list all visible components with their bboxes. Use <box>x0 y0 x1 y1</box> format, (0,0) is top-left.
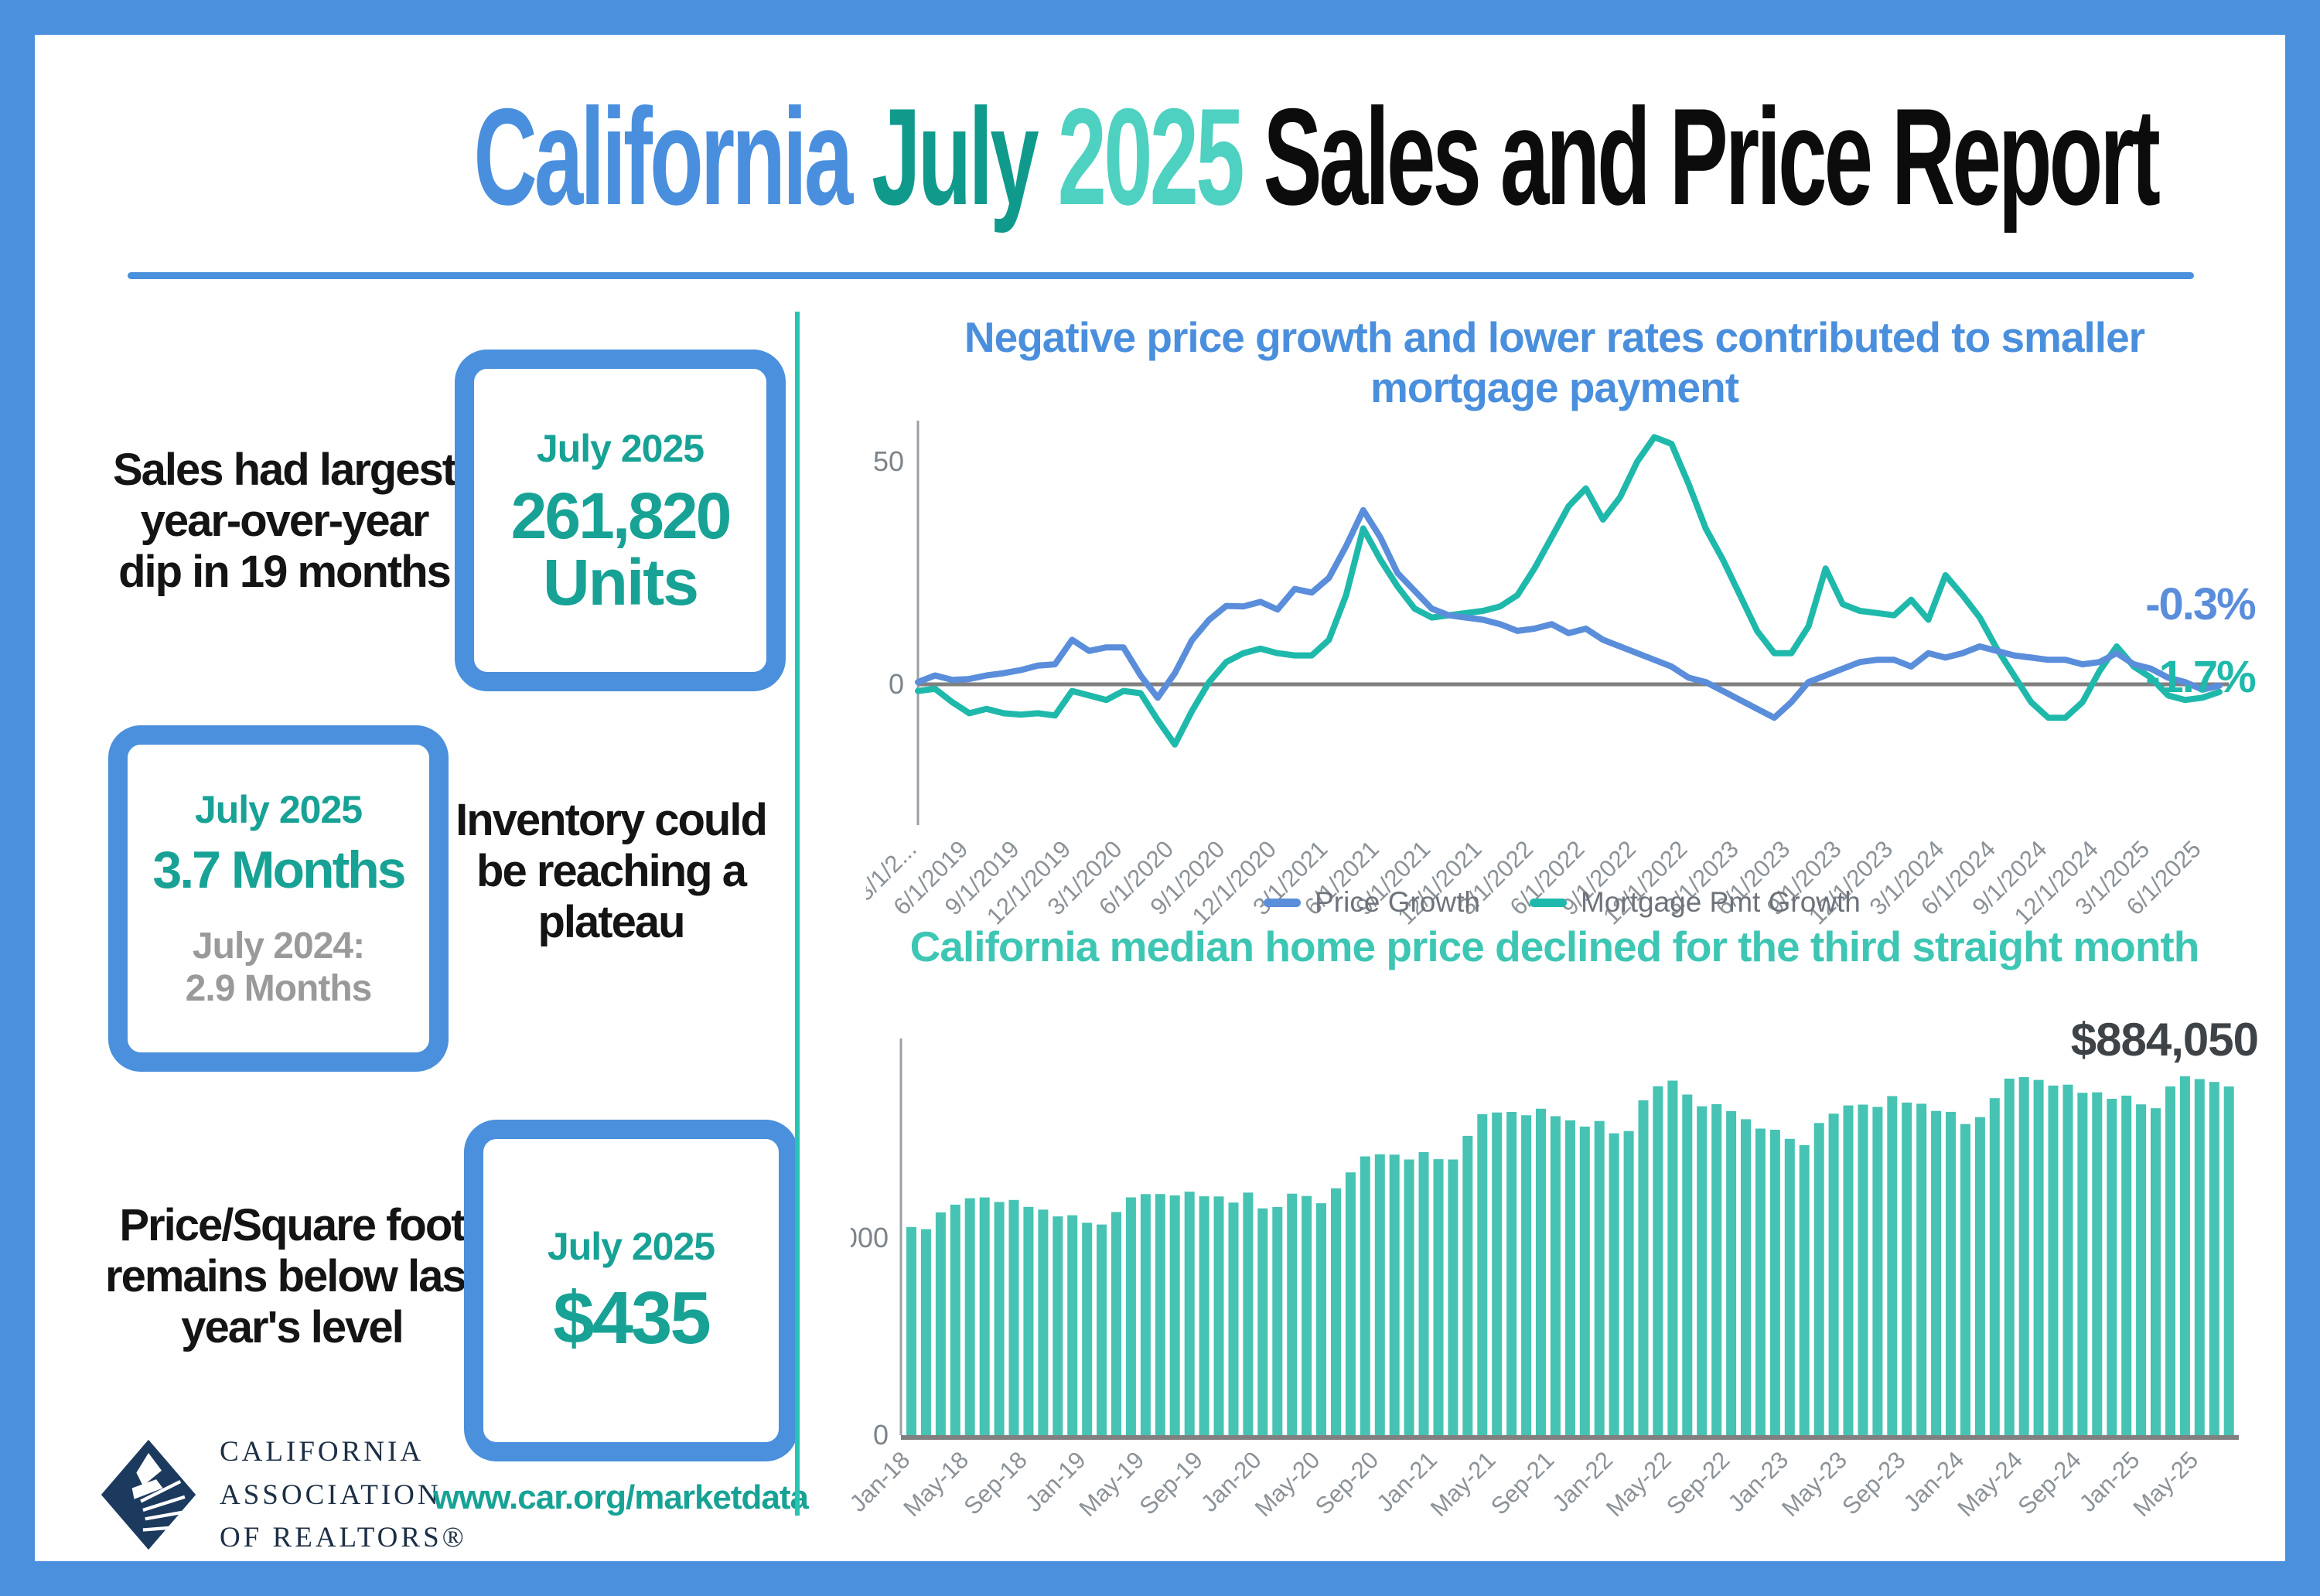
car-logo-line1: CALIFORNIA <box>220 1436 425 1468</box>
car-logo-text: CALIFORNIA ASSOCIATION OF REALTORS® <box>220 1431 467 1560</box>
svg-text:Sep-23: Sep-23 <box>1837 1446 1910 1519</box>
line-chart-legend: Price Growth Mortgage Pmt Growth <box>866 886 2258 919</box>
price-sqft-statbox: July 2025 $435 <box>464 1120 798 1461</box>
marketdata-link[interactable]: www.car.org/marketdata <box>433 1478 809 1516</box>
title-month: July <box>872 80 1039 234</box>
price-growth-swatch-icon <box>1264 898 1302 907</box>
svg-text:May-22: May-22 <box>1601 1446 1677 1522</box>
svg-text:May-24: May-24 <box>1952 1446 2028 1522</box>
inventory-headline: Inventory could be reaching a plateau <box>455 795 768 948</box>
price-sqft-statbox-period: July 2025 <box>547 1224 715 1268</box>
inventory-statbox-period: July 2025 <box>194 788 363 832</box>
svg-text:May-19: May-19 <box>1073 1446 1149 1522</box>
price-growth-legend-label: Price Growth <box>1315 886 1480 918</box>
svg-text:Sep-24: Sep-24 <box>2012 1446 2086 1519</box>
mortgage-growth-end-label: -1.7% <box>2145 652 2257 702</box>
mortgage-growth-legend-label: Mortgage Pmt Growth <box>1580 886 1861 918</box>
price-growth-end-label: -0.3% <box>2145 579 2257 629</box>
mortgage-growth-swatch-icon <box>1529 898 1567 907</box>
inventory-compare-line2: 2.9 Months <box>185 967 373 1009</box>
svg-text:May-18: May-18 <box>898 1446 974 1522</box>
svg-text:Sep-19: Sep-19 <box>1134 1446 1208 1519</box>
title-california: California <box>473 80 853 234</box>
svg-text:May-23: May-23 <box>1776 1446 1852 1522</box>
svg-text:0: 0 <box>889 668 904 700</box>
price-mortgage-growth-chart: 5003/1/2...6/1/20199/1/201912/1/20193/1/… <box>866 421 2229 929</box>
sales-statbox-value: 261,820 <box>510 479 732 552</box>
sales-statbox-unit: Units <box>543 546 699 619</box>
legend-item-price-growth: Price Growth <box>1264 886 1480 919</box>
svg-text:0: 0 <box>873 1419 889 1451</box>
car-logo-block: CALIFORNIA ASSOCIATION OF REALTORS® <box>99 1431 467 1560</box>
inventory-statbox-value: 3.7 Months <box>152 841 406 900</box>
median-home-price-chart: 5000000Jan-18May-18Sep-18Jan-19May-19Sep… <box>851 1038 2239 1522</box>
price-sqft-statbox-value: $435 <box>553 1276 711 1359</box>
line-chart-title: Negative price growth and lower rates co… <box>964 313 2145 411</box>
svg-text:50: 50 <box>873 445 904 477</box>
legend-item-mortgage-growth: Mortgage Pmt Growth <box>1529 886 1861 919</box>
inventory-compare-line1: July 2024: <box>192 925 365 967</box>
title-report: Sales and Price Report <box>1263 80 2161 234</box>
median-price-annotation: $884,050 <box>2070 1014 2259 1066</box>
svg-text:May-21: May-21 <box>1425 1446 1501 1522</box>
svg-text:Sep-20: Sep-20 <box>1310 1446 1383 1519</box>
sales-statbox-period: July 2025 <box>536 426 705 470</box>
car-logo-line3: OF REALTORS® <box>220 1522 467 1553</box>
svg-text:Sep-22: Sep-22 <box>1661 1446 1735 1519</box>
bar-chart-title: California median home price declined fo… <box>909 922 2200 970</box>
car-logo-icon <box>101 1440 196 1550</box>
price-sqft-headline: Price/Square foot remains below last yea… <box>105 1200 480 1353</box>
svg-text:Sep-18: Sep-18 <box>958 1446 1032 1519</box>
sales-headline: Sales had largest year-over-year dip in … <box>112 445 457 598</box>
title-year: 2025 <box>1057 80 1245 234</box>
car-logo-line2: ASSOCIATION <box>220 1478 442 1511</box>
svg-text:May-25: May-25 <box>2127 1446 2203 1522</box>
inventory-statbox: July 2025 3.7 Months July 2024: 2.9 Mont… <box>108 725 449 1072</box>
page-title: California July 2025 Sales and Price Rep… <box>0 87 2320 227</box>
sales-statbox: July 2025 261,820 Units <box>455 350 786 691</box>
svg-text:500000: 500000 <box>851 1222 889 1253</box>
inventory-statbox-compare: July 2024: 2.9 Months <box>185 925 373 1010</box>
vertical-divider <box>795 312 800 1516</box>
svg-text:May-20: May-20 <box>1250 1446 1325 1522</box>
title-underline <box>128 272 2194 279</box>
svg-text:Sep-21: Sep-21 <box>1486 1446 1559 1519</box>
